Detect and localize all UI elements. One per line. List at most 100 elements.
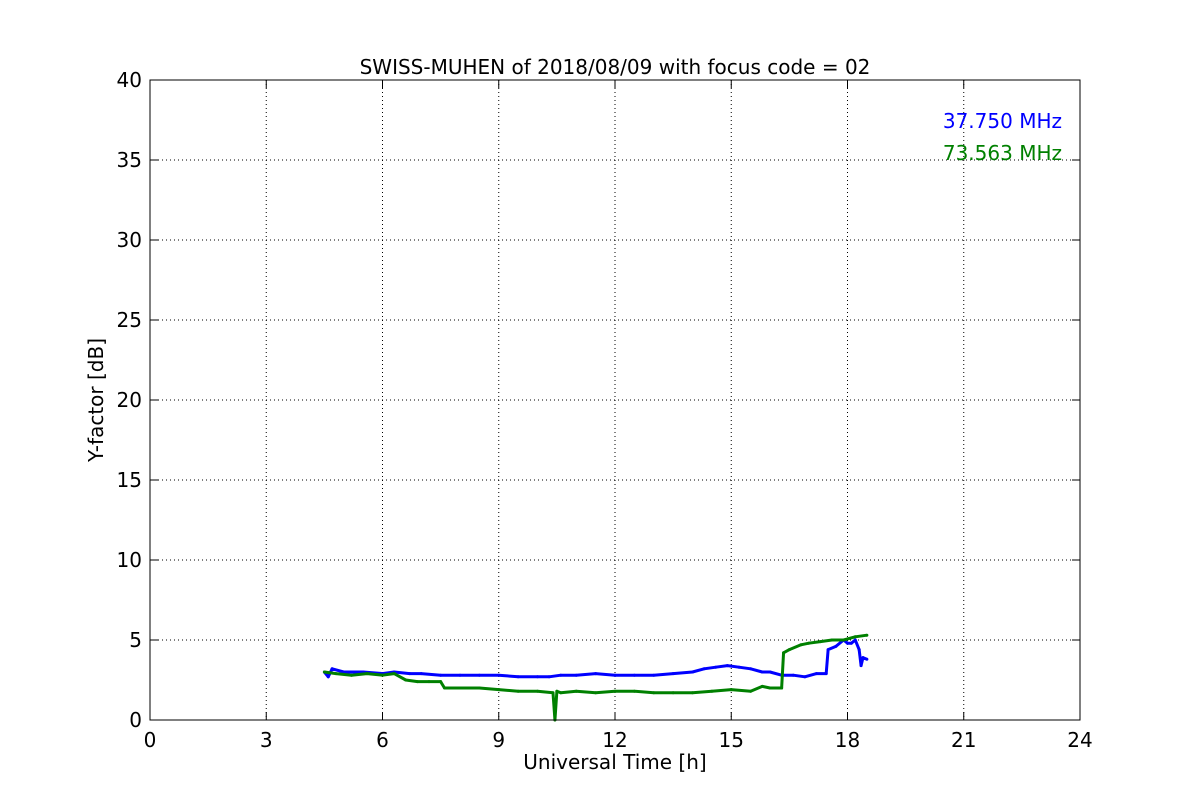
data-point [415, 680, 419, 684]
data-point [824, 672, 828, 676]
data-point [458, 673, 462, 677]
data-point [857, 648, 861, 652]
data-point [791, 673, 795, 677]
data-point [772, 686, 776, 690]
data-point [760, 670, 764, 674]
data-point [322, 670, 326, 674]
data-point [818, 640, 822, 644]
x-axis-title: Universal Time [h] [523, 750, 706, 774]
data-point [725, 664, 729, 668]
x-tick-label: 12 [602, 728, 627, 752]
data-point [865, 633, 869, 637]
data-point [780, 686, 784, 690]
data-point [849, 641, 853, 645]
data-point [702, 667, 706, 671]
x-tick-label: 15 [719, 728, 744, 752]
data-point [613, 673, 617, 677]
data-point [853, 635, 857, 639]
data-point [326, 675, 330, 679]
x-tick-label: 0 [144, 728, 157, 752]
y-tick-label: 5 [129, 628, 142, 652]
data-point [760, 684, 764, 688]
data-point [729, 688, 733, 692]
data-point [536, 689, 539, 693]
data-point [807, 641, 811, 645]
y-tick-label: 15 [117, 468, 142, 492]
y-axis-title: Y-factor [dB] [84, 338, 108, 463]
data-point [671, 672, 675, 676]
legend-entry-2: 73.563 MHz [943, 141, 1062, 165]
data-point [330, 667, 334, 671]
data-point [691, 691, 694, 695]
data-point [737, 665, 741, 669]
x-tick-label: 3 [260, 728, 273, 752]
data-point [439, 680, 443, 684]
data-point [497, 688, 501, 692]
y-tick-labels: 0 5 10 15 20 25 30 35 40 [117, 68, 142, 732]
legend-entry-1: 37.750 MHz [943, 109, 1062, 133]
data-point [652, 673, 656, 677]
x-tick-labels: 0 3 6 9 12 15 18 21 24 [144, 728, 1093, 752]
chart-title: SWISS-MUHEN of 2018/08/09 with focus cod… [360, 55, 871, 79]
series-line-1 [323, 638, 868, 679]
data-point [365, 672, 369, 676]
data-point [419, 672, 423, 676]
data-point [768, 670, 772, 674]
data-point [865, 657, 869, 661]
data-point [443, 686, 446, 690]
y-tick-label: 10 [117, 548, 142, 572]
x-tick-label: 21 [951, 728, 976, 752]
data-point [555, 689, 559, 693]
data-point [342, 670, 346, 674]
data-point [787, 648, 791, 652]
x-tick-label: 9 [492, 728, 505, 752]
data-point [815, 672, 818, 676]
data-point [830, 638, 834, 642]
data-point [632, 689, 636, 693]
data-point [477, 686, 481, 690]
data-point [574, 689, 578, 693]
data-point [861, 656, 865, 660]
y-tick-label: 40 [117, 68, 142, 92]
data-point [859, 664, 863, 668]
data-point [559, 691, 563, 695]
data-point [404, 678, 408, 682]
data-point [594, 691, 598, 695]
y-tick-label: 35 [117, 148, 142, 172]
data-point [803, 675, 807, 679]
data-point [714, 665, 718, 669]
data-point [427, 680, 431, 684]
y-tick-label: 25 [117, 308, 142, 332]
data-point [408, 672, 412, 676]
data-point [497, 673, 501, 677]
data-point [536, 675, 539, 679]
data-point [559, 673, 563, 677]
data-point [516, 675, 520, 679]
data-point [392, 672, 396, 676]
data-point [477, 673, 481, 677]
data-point [749, 689, 753, 693]
data-point [782, 651, 786, 655]
data-point [439, 673, 443, 677]
data-point [710, 689, 714, 693]
data-point [458, 686, 462, 690]
data-point [826, 648, 830, 652]
data-point [691, 670, 694, 674]
y-tick-label: 20 [117, 388, 142, 412]
data-point [350, 673, 353, 677]
data-point [799, 643, 803, 647]
y-tick-label: 0 [129, 708, 142, 732]
x-tick-label: 18 [835, 728, 860, 752]
data-point [547, 675, 551, 679]
data-point [613, 689, 617, 693]
data-point [671, 691, 675, 695]
x-tick-label: 24 [1067, 728, 1092, 752]
data-point [846, 641, 849, 645]
grid-lines [150, 80, 1080, 720]
data-point [632, 673, 636, 677]
data-point [834, 644, 838, 648]
data-point [574, 673, 578, 677]
data-point [594, 672, 598, 676]
